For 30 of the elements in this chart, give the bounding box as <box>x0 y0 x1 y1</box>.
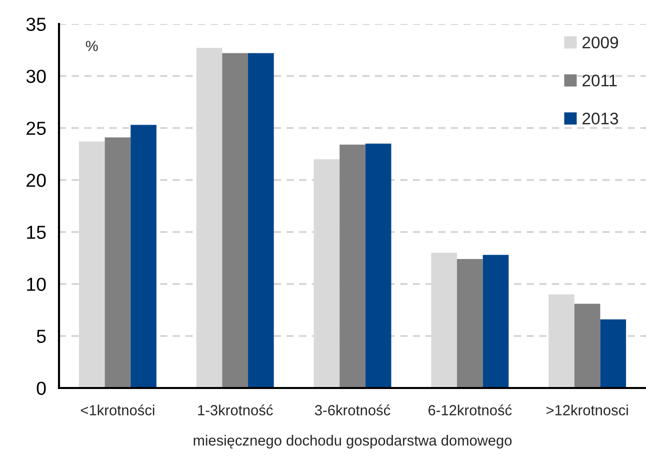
y-tick-label: 35 <box>26 18 46 31</box>
legend-label: 2009 <box>582 36 618 48</box>
bar <box>196 48 222 388</box>
bar <box>365 144 392 388</box>
bar <box>222 53 248 388</box>
x-axis-title: miesięcznego dochodu gospodarstwa domowego <box>194 434 512 449</box>
y-tick-label: 10 <box>27 278 46 291</box>
y-tick-label: 5 <box>36 330 46 343</box>
annotation: % <box>86 40 98 52</box>
bar <box>574 304 600 388</box>
bar <box>130 124 156 388</box>
x-tick-label: 6-12krotność <box>428 404 512 416</box>
x-tick-label: >12krotnosci <box>546 404 628 416</box>
bar <box>104 137 131 388</box>
x-tick-label: 1-3krotność <box>198 404 273 416</box>
bar <box>600 319 626 388</box>
y-tick-label: 30 <box>26 70 46 83</box>
legend-label: 2013 <box>582 112 618 124</box>
y-tick-label: 25 <box>26 122 46 135</box>
x-tick-label: 3-6krotność <box>314 404 390 416</box>
y-tick-label: 15 <box>27 226 46 239</box>
y-tick-label: 0 <box>36 382 46 395</box>
bar <box>456 259 483 388</box>
legend-label: 2011 <box>582 74 617 86</box>
bar <box>548 294 574 388</box>
bar <box>248 53 274 388</box>
bar <box>340 144 366 388</box>
x-tick-label: <1krotności <box>80 404 154 416</box>
y-tick-label: 20 <box>26 174 46 187</box>
bar <box>482 254 509 388</box>
